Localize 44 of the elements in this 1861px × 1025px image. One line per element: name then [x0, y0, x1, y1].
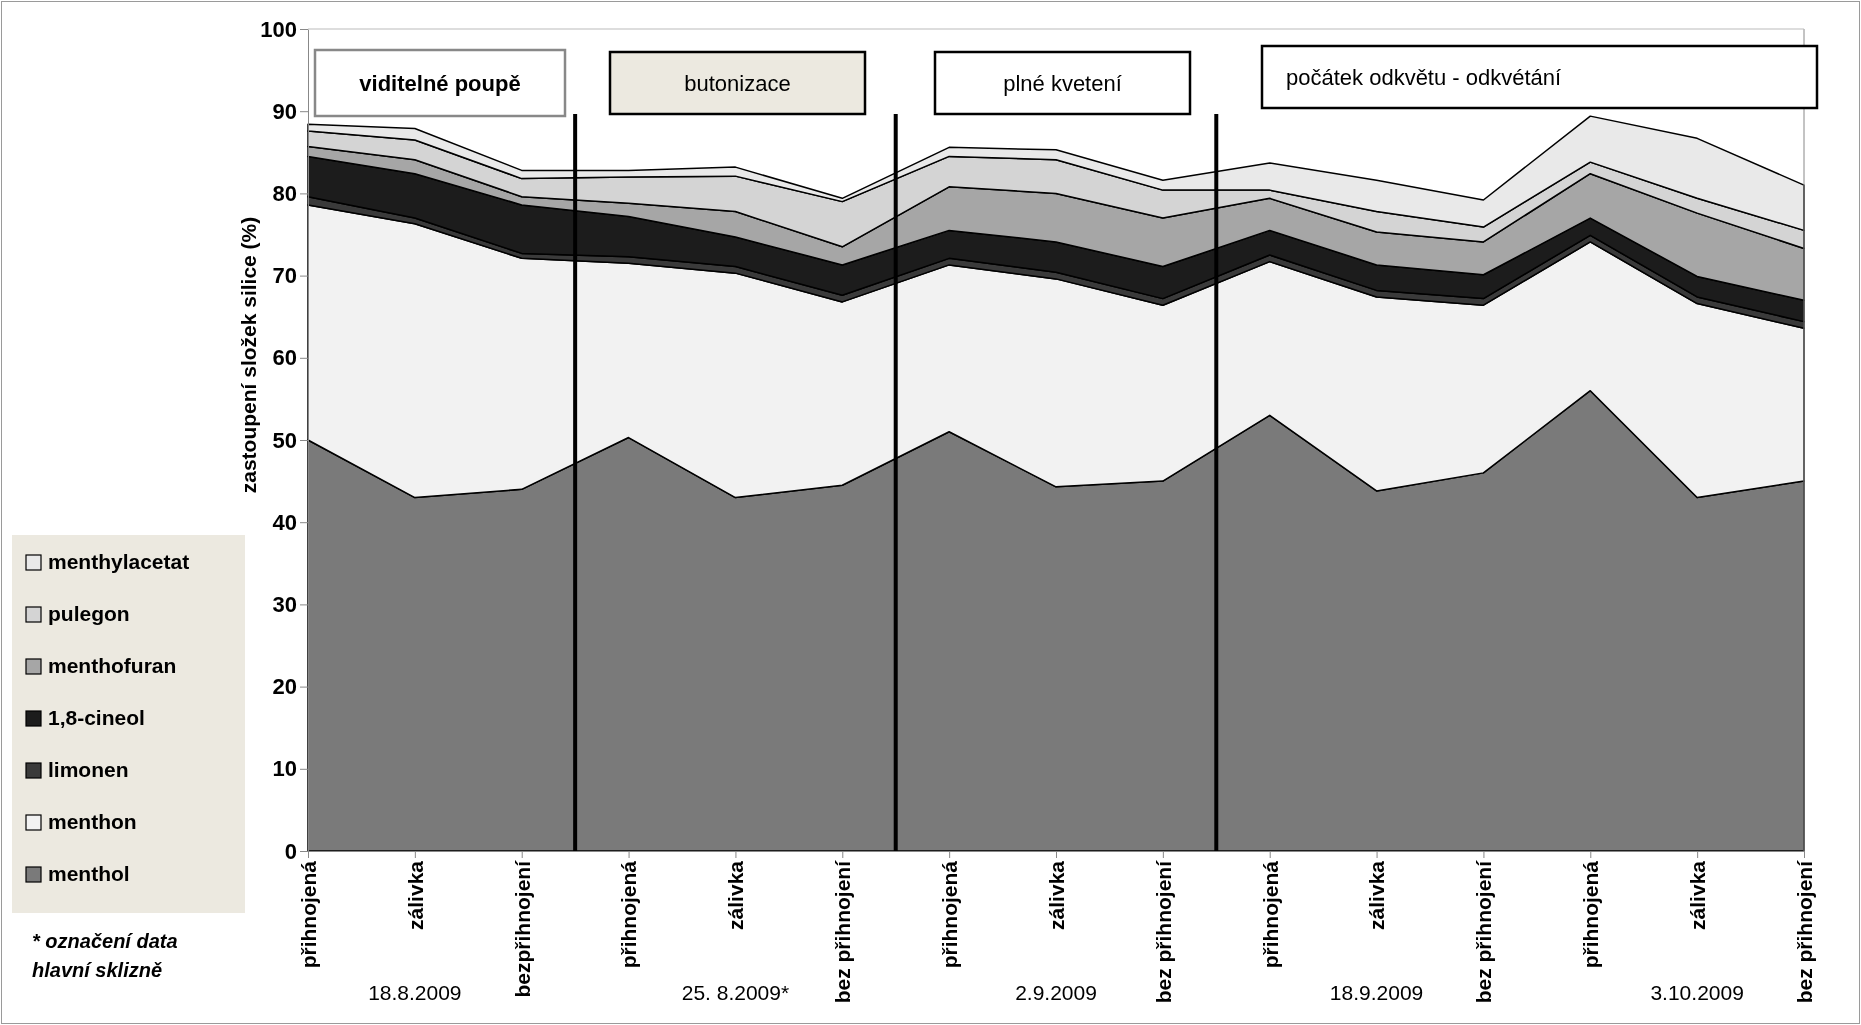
annotation: plné kvetení: [1003, 71, 1122, 96]
x-tick-label: přihnojená: [617, 860, 641, 969]
legend-label: menthylacetat: [48, 550, 190, 573]
y-tick-label: 20: [272, 674, 297, 700]
text: 2.9.2009: [1015, 981, 1097, 1004]
y-tick-label: 80: [272, 180, 297, 206]
annotation: butonizace: [684, 71, 791, 96]
x-tick-label: zálivka: [724, 860, 748, 930]
x-tick-label: zálivka: [1044, 860, 1068, 930]
x-tick-label: přihnojená: [1579, 860, 1603, 969]
y-tick-label: 10: [272, 756, 297, 782]
y-tick-label: 60: [272, 345, 297, 371]
text: * označení data hlavní sklizně: [32, 930, 178, 981]
y-tick-label: 0: [284, 838, 297, 864]
x-tick-label: zálivka: [1365, 860, 1389, 930]
y-tick-label: 50: [272, 427, 297, 453]
x-tick-label: bezpřihnojení: [510, 859, 534, 998]
legend-label: 1,8-cineol: [48, 706, 145, 729]
x-tick-label: zálivka: [403, 860, 427, 930]
x-tick-label: přihnojená: [296, 860, 320, 969]
text: 18.9.2009: [1329, 981, 1424, 1004]
legend-label: limonen: [48, 758, 129, 781]
x-tick-label: bez přihnojení: [1151, 859, 1175, 1004]
y-tick-label: 90: [272, 98, 297, 124]
x-tick-label: bez přihnojení: [1792, 859, 1816, 1004]
legend-label: menthol: [48, 862, 130, 885]
y-tick-label: 70: [272, 263, 297, 289]
x-tick-label: přihnojená: [1258, 860, 1282, 969]
legend-label: menthofuran: [48, 654, 177, 677]
x-tick-label: bez přihnojení: [831, 859, 855, 1004]
x-tick-label: přihnojená: [937, 860, 961, 969]
text: 25. 8.2009*: [681, 981, 790, 1004]
x-tick-label: zálivka: [1685, 860, 1709, 930]
y-tick-label: 30: [272, 591, 297, 617]
x-tick-label: bez přihnojení: [1472, 859, 1496, 1004]
legend-label: menthon: [48, 810, 137, 833]
legend-label: pulegon: [48, 602, 130, 625]
text: 3.10.2009: [1650, 981, 1744, 1004]
y-tick-label: 100: [260, 16, 297, 42]
annotation: viditelné poupě: [359, 71, 521, 96]
y-tick-label: 40: [272, 509, 297, 535]
annotation: počátek odkvětu - odkvétání: [1286, 65, 1562, 90]
text: 18.8.2009: [368, 981, 462, 1004]
y-axis-title: zastoupení složek silice (%): [237, 216, 260, 494]
